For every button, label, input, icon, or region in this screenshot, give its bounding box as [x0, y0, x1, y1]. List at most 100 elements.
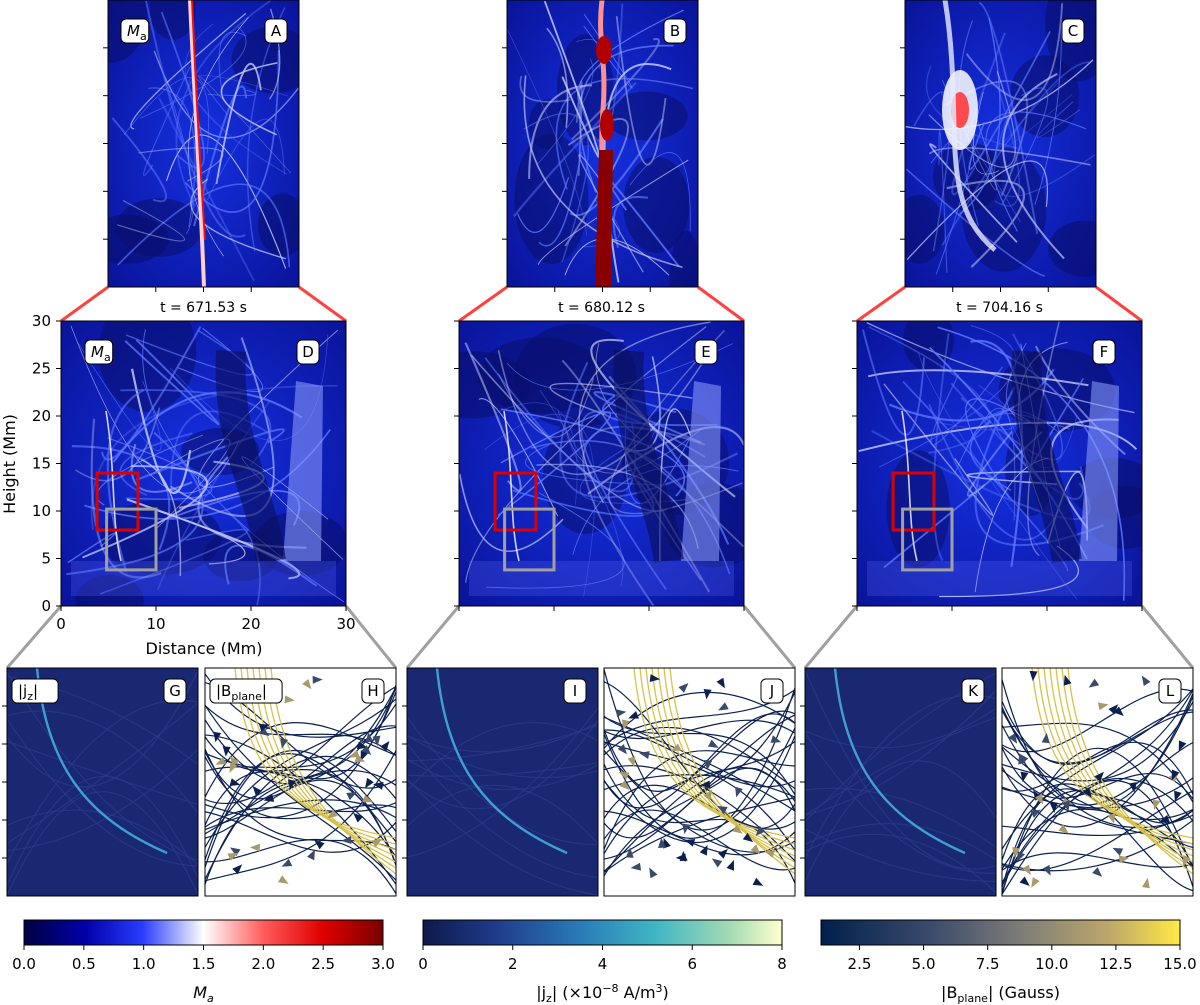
panel-H: |Bplane| H [204, 667, 397, 897]
y-tick-label: 15 [32, 455, 51, 473]
y-tick-label: 5 [41, 550, 51, 568]
panel-letter-B-text: B [670, 22, 680, 40]
plasma-field [507, 0, 698, 287]
current-density-field [407, 668, 598, 896]
panel-letter-C: C [1061, 18, 1085, 44]
colorbar-tick-label: 15.0 [1163, 955, 1196, 973]
panel-letter-G-text: G [169, 682, 181, 700]
panel-E: t = 680.12 s E [454, 300, 745, 611]
panel-letter-J-text: J [769, 682, 774, 700]
variable-label-G-text: |jz| [18, 682, 38, 703]
colorbar-tick-label: 2 [508, 955, 518, 973]
panel-letter-D-text: D [302, 343, 314, 361]
y-tick-label: 10 [32, 502, 51, 520]
panel-letter-K-text: K [968, 682, 979, 700]
y-tick-label: 25 [32, 360, 51, 378]
colorbar-title: |Bplane| (Gauss) [941, 983, 1060, 1005]
colorbar-tick-label: 5.0 [912, 955, 936, 973]
zoom-box-gray [105, 507, 158, 572]
x-axis-label: Distance (Mm) [146, 639, 263, 658]
panel-letter-I-text: I [573, 682, 577, 700]
bottom-row: |jz| G |Bplane| H I J K L [2, 667, 1194, 897]
x-tick-label: 20 [241, 615, 260, 633]
colorbar-tick-label: 2.5 [311, 955, 335, 973]
colorbar-tick-label: 6 [687, 955, 697, 973]
variable-label-A-text: Ma [127, 22, 147, 43]
colorbar-tick-label: 3.0 [371, 955, 395, 973]
variable-label-D-text: Ma [91, 343, 111, 364]
x-tick-label: 30 [336, 615, 355, 633]
y-tick-label: 30 [32, 312, 51, 330]
panel-F: t = 704.16 s F [852, 300, 1143, 611]
time-label-E: t = 680.12 s [558, 300, 645, 316]
panel-C: C [900, 0, 1097, 292]
colorbars: 0.0 0.5 1.0 1.5 2.0 2.5 3.0 Ma 0 2 4 6 8 |jz| (×10−8 … [12, 919, 1197, 1005]
variable-label-H-text: |Bplane| [216, 682, 267, 703]
plasma-field [108, 0, 299, 287]
colorbar-tick-label: 7.5 [976, 955, 1000, 973]
panel-letter-L: L [1158, 678, 1182, 704]
variable-label-A: Ma [120, 18, 150, 44]
colorbar-tick-label: 10.0 [1035, 955, 1068, 973]
variable-label-D: Ma [84, 339, 114, 365]
zoom-box-gray [901, 507, 954, 572]
colorbar-tick-label: 0 [418, 955, 428, 973]
zoom-connectors [5, 285, 1195, 669]
colorbar-title: |jz| (×10−8 A/m3) [536, 982, 669, 1005]
colorbar-tick-label: 1.0 [132, 955, 156, 973]
panel-letter-I: I [563, 678, 587, 704]
panel-letter-H: H [361, 678, 385, 704]
panel-B: B [502, 0, 699, 292]
plasma-field [459, 321, 744, 606]
time-label-D: t = 671.53 s [160, 300, 247, 316]
panel-letter-E: E [694, 339, 718, 365]
top-row: Ma A B C [103, 0, 1097, 292]
panel-letter-E-text: E [701, 343, 710, 361]
colorbar-tick-label: 0.0 [12, 955, 36, 973]
variable-label-G: |jz| [11, 678, 59, 704]
colorbar-tick-label: 1.5 [192, 955, 216, 973]
panel-J: J [603, 667, 796, 897]
panel-D: t = 671.53 s 0 5 10 15 20 25 30 0 10 20 30 Ma D [32, 300, 356, 633]
colorbar-tick-label: 12.5 [1099, 955, 1132, 973]
y-tick-label: 0 [41, 597, 51, 615]
time-label-F: t = 704.16 s [956, 300, 1043, 316]
panel-L: L [1001, 667, 1194, 897]
colorbar-title: Ma [193, 983, 214, 1005]
zoom-box-gray [503, 507, 556, 572]
current-density-field [7, 668, 198, 896]
colorbar-tick-label: 8 [777, 955, 787, 973]
magnetic-streamlines [1002, 668, 1193, 896]
panel-letter-J: J [760, 678, 784, 704]
panel-G: |jz| G [2, 667, 199, 897]
panel-letter-A-text: A [271, 22, 282, 40]
plasma-field [905, 0, 1096, 287]
panel-A: Ma A [103, 0, 300, 292]
panel-letter-A: A [264, 18, 288, 44]
middle-row: t = 671.53 s 0 5 10 15 20 25 30 0 10 20 30 Ma Dt = 68… [32, 300, 1143, 633]
panel-I: I [402, 667, 599, 897]
colorbar-gradient [23, 919, 384, 946]
panel-K: K [800, 667, 997, 897]
colorbar-gradient [422, 919, 783, 946]
y-axis-label: Height (Mm) [0, 414, 19, 514]
y-tick-label: 20 [32, 407, 51, 425]
variable-label-H: |Bplane| [209, 678, 283, 704]
panel-letter-H-text: H [367, 682, 378, 700]
zoom-box-red [891, 471, 936, 532]
current-density-field [805, 668, 996, 896]
panel-letter-C-text: C [1068, 22, 1078, 40]
panel-letter-B: B [663, 18, 687, 44]
x-tick-label: 0 [56, 615, 66, 633]
panel-letter-G: G [163, 678, 187, 704]
panel-letter-F: F [1092, 339, 1116, 365]
magnetic-streamlines [205, 668, 396, 896]
magnetic-streamlines [604, 668, 795, 896]
plasma-field [61, 321, 346, 606]
panel-letter-L-text: L [1166, 682, 1175, 700]
panel-letter-D: D [296, 339, 320, 365]
x-tick-label: 10 [146, 615, 165, 633]
panel-letter-F-text: F [1100, 343, 1109, 361]
panel-letter-K: K [961, 678, 985, 704]
